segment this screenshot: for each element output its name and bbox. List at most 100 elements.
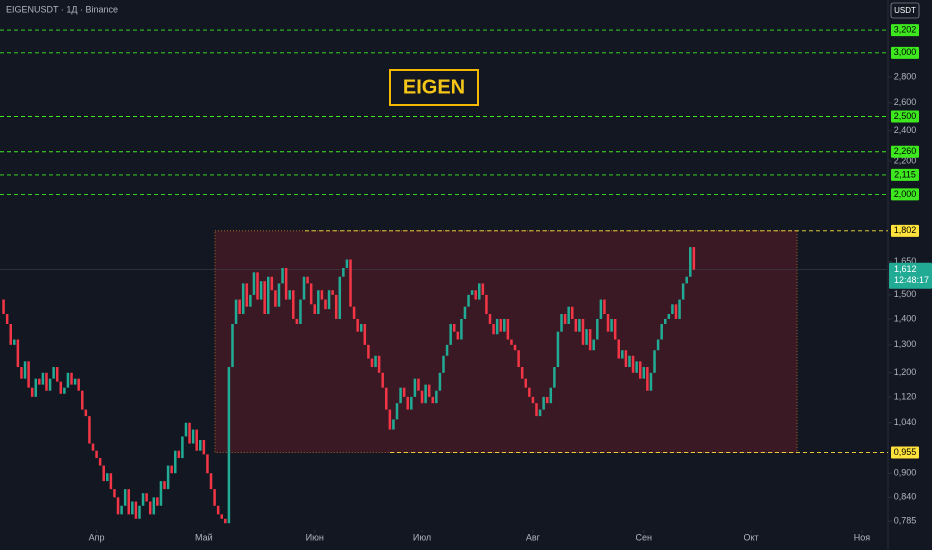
candle <box>81 390 84 410</box>
candle <box>238 299 241 315</box>
candle <box>567 306 570 324</box>
candle <box>5 314 9 324</box>
candle <box>374 355 377 368</box>
candle <box>191 429 195 444</box>
candle <box>431 396 435 404</box>
candle <box>177 450 181 459</box>
candle <box>102 465 105 482</box>
candle <box>488 314 492 324</box>
candle <box>145 493 148 502</box>
candle <box>216 505 220 515</box>
candle <box>9 323 12 345</box>
candle <box>385 387 388 410</box>
candle <box>52 367 55 379</box>
candle <box>624 350 628 368</box>
y-tick-label: 0,785 <box>894 515 917 525</box>
candle <box>138 505 141 519</box>
candle <box>148 501 152 515</box>
candle <box>435 390 438 404</box>
candle <box>667 314 671 319</box>
candle <box>653 350 656 373</box>
candle <box>263 281 266 315</box>
level-label-box <box>891 110 919 123</box>
symbol-title: EIGENUSDT · 1Д · Binance <box>6 4 118 14</box>
candle <box>449 323 452 345</box>
level-label-box <box>891 188 919 201</box>
y-tick-label: 1,200 <box>894 367 917 377</box>
candle <box>628 355 631 368</box>
y-tick-label: 2,400 <box>894 125 917 135</box>
level-label-box <box>891 446 919 459</box>
candle <box>16 339 20 368</box>
candle <box>663 318 667 324</box>
candle <box>259 281 263 300</box>
candle <box>324 299 327 310</box>
candle <box>413 378 417 397</box>
candle <box>334 294 338 319</box>
candle <box>95 450 98 459</box>
candle <box>596 318 599 340</box>
level-label: 3,202 <box>894 24 917 34</box>
candle <box>184 422 188 437</box>
y-tick-label: 1,400 <box>894 313 917 323</box>
candle <box>581 318 585 345</box>
candle <box>524 378 528 388</box>
candle <box>302 276 306 300</box>
x-tick-label: Июн <box>306 532 324 542</box>
level-label: 0,955 <box>894 447 917 457</box>
candle <box>159 481 163 506</box>
candle <box>181 436 184 459</box>
candle <box>231 323 234 368</box>
candle <box>474 290 477 300</box>
candle <box>127 489 131 515</box>
candle <box>592 339 595 351</box>
candle <box>266 276 270 315</box>
candle <box>460 318 463 340</box>
candle <box>685 276 688 284</box>
candle <box>188 422 191 444</box>
candle <box>116 497 120 515</box>
candle <box>549 387 553 404</box>
candle <box>646 367 649 391</box>
candle <box>131 501 134 515</box>
y-tick-label: 2,600 <box>894 97 917 107</box>
candle <box>152 497 156 515</box>
candle <box>535 403 538 417</box>
candle <box>299 299 302 324</box>
candle <box>635 361 638 373</box>
candle <box>517 350 520 368</box>
candle <box>292 290 295 319</box>
candle <box>424 384 427 404</box>
candle <box>402 387 406 397</box>
candle <box>560 314 563 332</box>
candle <box>556 331 560 368</box>
candle <box>531 396 535 404</box>
candle <box>174 450 177 474</box>
candle <box>442 355 445 373</box>
candle <box>638 361 642 379</box>
zone <box>214 230 798 453</box>
candle <box>270 276 274 291</box>
level-label: 1,802 <box>894 225 917 235</box>
candle <box>671 304 674 315</box>
candle <box>603 299 606 315</box>
level-label-box <box>891 168 919 181</box>
candle <box>34 378 38 397</box>
candle <box>656 339 660 351</box>
candle <box>227 367 231 524</box>
candle <box>13 339 16 345</box>
candle <box>660 323 663 340</box>
candle <box>610 318 613 332</box>
candle <box>410 396 413 410</box>
level-label: 3,000 <box>894 47 917 57</box>
candle <box>585 329 588 345</box>
candle <box>281 267 284 284</box>
candle <box>395 403 399 420</box>
candle <box>617 339 621 359</box>
candle <box>163 481 166 490</box>
candle <box>438 372 442 391</box>
candle <box>306 276 309 284</box>
candle <box>427 384 431 397</box>
candle <box>681 283 685 300</box>
candle <box>599 299 603 319</box>
